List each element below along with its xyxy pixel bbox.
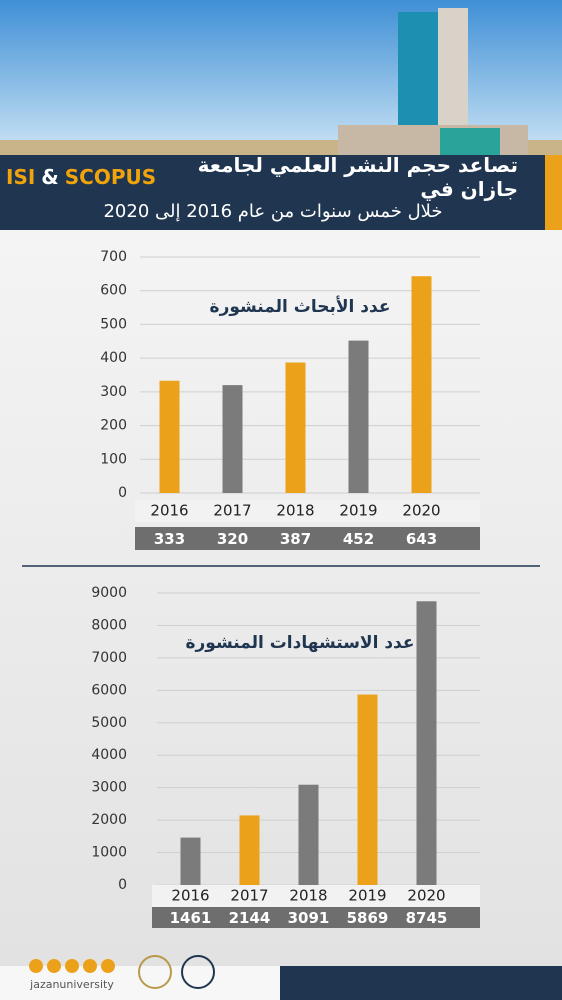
chart-background	[0, 230, 562, 968]
data-label: 8745	[406, 909, 448, 927]
y-tick-label: 700	[100, 249, 127, 265]
y-tick-label: 200	[100, 418, 127, 434]
x-tick-label: 2017	[213, 502, 251, 520]
bar	[285, 362, 306, 493]
subtitle-text: خلال خمس سنوات من عام 2016 إلى 2020	[103, 200, 443, 222]
bar	[416, 601, 437, 885]
data-label: 452	[343, 530, 374, 548]
icon	[83, 959, 97, 973]
y-tick-label: 400	[100, 350, 127, 366]
y-tick-label: 5000	[91, 715, 127, 731]
header-subtitle: خلال خمس سنوات من عام 2016 إلى 2020	[0, 196, 540, 226]
logo-seal	[138, 955, 172, 989]
data-label: 387	[280, 530, 311, 548]
y-tick-label: 3000	[91, 780, 127, 796]
title-amp: &	[41, 165, 59, 189]
x-tick-label: 2019	[348, 887, 386, 905]
header-band	[0, 155, 562, 230]
x-tick-label: 2020	[402, 502, 440, 520]
photo-building-glass	[440, 128, 500, 155]
bar	[348, 340, 369, 493]
y-tick-label: 7000	[91, 650, 127, 666]
icon	[101, 959, 115, 973]
y-tick-label: 9000	[91, 585, 127, 601]
category-band	[152, 885, 480, 907]
bar	[180, 837, 201, 885]
footer-band	[280, 966, 562, 1000]
icon	[47, 959, 61, 973]
x-tick-label: 2020	[407, 887, 445, 905]
y-tick-label: 0	[118, 877, 127, 893]
title-text: تصاعد حجم النشر العلمي لجامعة جازان في	[197, 153, 518, 201]
bar	[222, 385, 243, 493]
data-label: 2144	[229, 909, 271, 927]
bar	[239, 815, 260, 885]
chart-title: عدد الاستشهادات المنشورة	[185, 633, 414, 653]
y-tick-label: 500	[100, 316, 127, 332]
x-tick-label: 2016	[171, 887, 209, 905]
social-icons	[29, 959, 115, 973]
bar	[357, 694, 378, 885]
bar	[411, 276, 432, 493]
y-tick-label: 0	[118, 485, 127, 501]
y-tick-label: 4000	[91, 747, 127, 763]
header-accent	[545, 155, 562, 230]
y-tick-label: 2000	[91, 812, 127, 828]
data-label: 5869	[347, 909, 389, 927]
header-title: تصاعد حجم النشر العلمي لجامعة جازان في S…	[0, 153, 540, 201]
bar	[159, 380, 180, 493]
y-tick-label: 300	[100, 384, 127, 400]
x-tick-label: 2018	[276, 502, 314, 520]
category-band	[135, 500, 480, 522]
y-tick-label: 100	[100, 451, 127, 467]
footer-handle: jazanuniversity	[29, 978, 114, 991]
y-tick-label: 600	[100, 283, 127, 299]
data-label: 3091	[288, 909, 330, 927]
chart-title: عدد الأبحاث المنشورة	[210, 296, 391, 317]
photo-tower-side	[438, 8, 468, 142]
icon	[29, 959, 43, 973]
data-label: 333	[154, 530, 185, 548]
y-tick-label: 8000	[91, 617, 127, 633]
photo-tower	[398, 12, 444, 142]
data-label: 320	[217, 530, 248, 548]
value-band	[152, 907, 480, 928]
y-tick-label: 1000	[91, 845, 127, 861]
value-band	[135, 527, 480, 550]
logo-university	[181, 955, 215, 989]
title-isi: ISI	[6, 165, 36, 189]
x-tick-label: 2016	[150, 502, 188, 520]
title-scopus: SCOPUS	[64, 165, 157, 189]
x-tick-label: 2017	[230, 887, 268, 905]
x-tick-label: 2018	[289, 887, 327, 905]
x-tick-label: 2019	[339, 502, 377, 520]
bar	[298, 784, 319, 885]
data-label: 643	[406, 530, 437, 548]
data-label: 1461	[170, 909, 212, 927]
icon	[65, 959, 79, 973]
y-tick-label: 6000	[91, 682, 127, 698]
